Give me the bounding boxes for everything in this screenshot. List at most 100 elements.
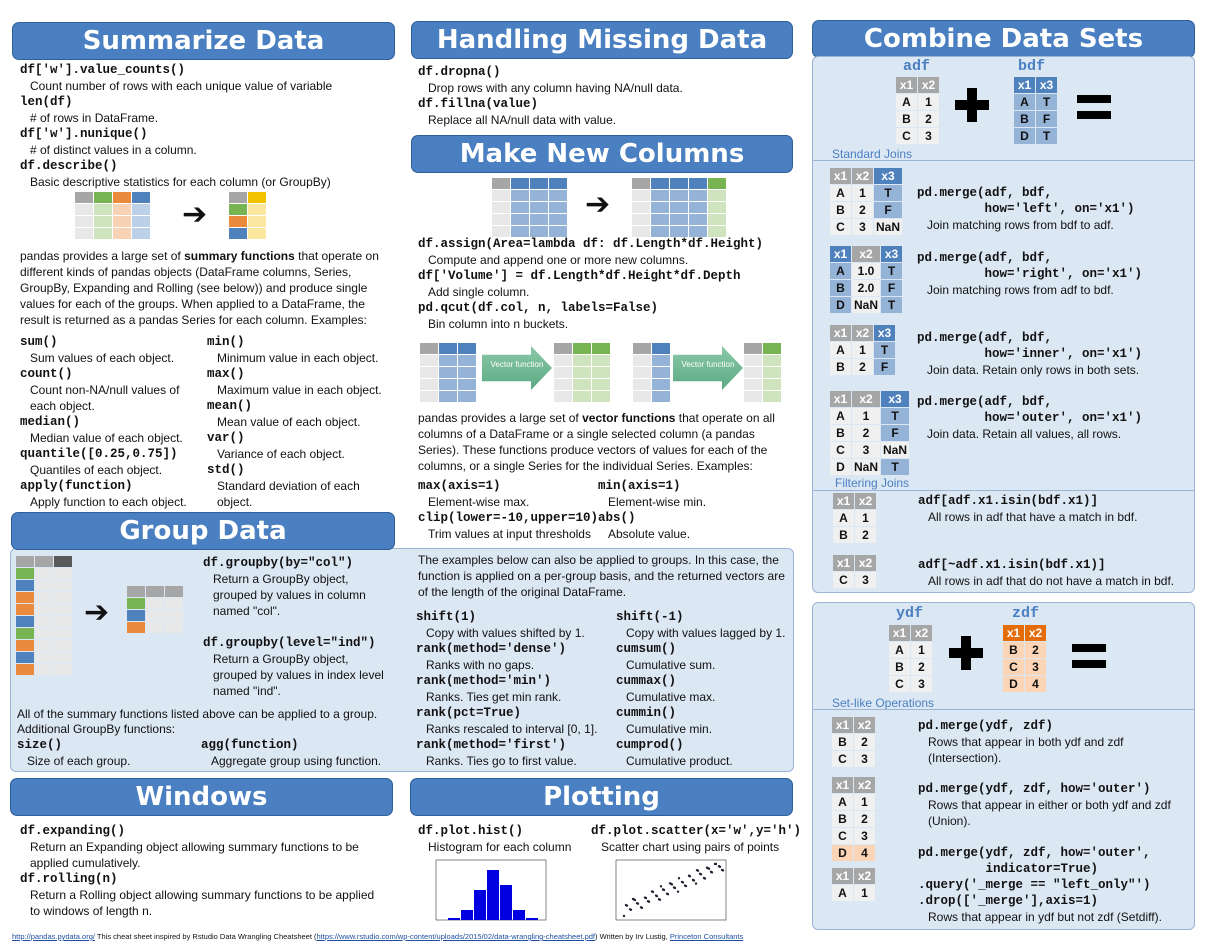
item-list: min() Minimum value in each object. max() M…: [207, 334, 392, 510]
description: Median value of each object.: [30, 431, 183, 445]
code-snippet: apply(function): [20, 479, 133, 493]
code-snippet: pd.merge(ydf, zdf): [918, 719, 1054, 733]
scatter-point: [713, 862, 717, 866]
code-snippet: std(): [207, 463, 245, 477]
histogram-bar: [448, 918, 460, 920]
vector-function-arrow: Vector function: [673, 346, 743, 390]
princeton-link[interactable]: Princeton Consultants: [669, 932, 744, 941]
equals-icon: [1072, 644, 1106, 668]
description: Join matching rows from bdf to adf.: [927, 218, 1114, 232]
description: Standard deviation of each object.: [217, 479, 360, 509]
dataframe-pictogram: [633, 343, 670, 402]
header-row: x1 x2: [832, 777, 875, 793]
item-list: df.expanding() Return an Expanding object…: [20, 823, 380, 919]
table-cell: B: [896, 111, 917, 127]
description: Trim values at input thresholds: [428, 527, 591, 541]
plus-icon: [949, 636, 983, 670]
list-item: rank(method='dense') Ranks with no gaps.: [416, 641, 616, 673]
table-name-bdf: bdf: [1018, 58, 1046, 75]
code-snippet: rank(method='first'): [416, 738, 567, 752]
table-cell: 3: [918, 128, 939, 144]
header-row: x1 x3: [1014, 77, 1057, 93]
table-cell: 3: [911, 676, 932, 692]
code-snippet: shift(1): [416, 610, 477, 624]
code-snippet: df.fillna(value): [418, 97, 539, 111]
code-snippet: df.dropna(): [418, 65, 501, 79]
item-list: min(axis=1) Element-wise min. abs() Absolut…: [598, 478, 788, 542]
table-cell: 2: [1025, 642, 1046, 658]
description: Cumulative product.: [626, 754, 733, 768]
note: Additional GroupBy functions:: [17, 722, 176, 736]
grouped-result-pictogram: [127, 586, 183, 633]
table-cell: T: [874, 342, 895, 358]
column-header: x2: [918, 77, 939, 93]
arrow-right-icon: ➔: [182, 198, 208, 231]
header-group-data: Group Data: [11, 512, 395, 550]
table-cell: 2: [855, 527, 876, 543]
text: that operate on different kinds of panda…: [20, 249, 379, 327]
list-item: pd.merge(ydf, zdf, how='outer') Rows that…: [918, 781, 1186, 829]
rstudio-link[interactable]: https://www.rstudio.com/wp-content/uploa…: [316, 932, 596, 941]
code-snippet: pd.merge(ydf, zdf, how='outer'): [918, 782, 1151, 796]
header-row: x1 x2 x3: [830, 391, 910, 407]
table-cell: B: [889, 659, 910, 675]
column-header: x1: [830, 325, 851, 341]
column-header: x2: [1025, 625, 1046, 641]
item-list: shift(-1) Copy with values lagged by 1. cu…: [616, 609, 791, 769]
table-cell: A: [832, 794, 853, 810]
table-cell: A: [896, 94, 917, 110]
plus-icon: [955, 88, 989, 122]
histogram-bar: [474, 890, 486, 920]
scatter-point: [650, 890, 654, 893]
column-header: x1: [830, 168, 851, 184]
scatter-point: [624, 903, 628, 907]
description: Bin column into n buckets.: [428, 317, 569, 331]
header-combine-data-sets: Combine Data Sets: [812, 20, 1195, 58]
pandas-link[interactable]: http://pandas.pydata.org/: [12, 932, 95, 941]
list-item: min() Minimum value in each object.: [207, 334, 392, 366]
table-cell: C: [1003, 659, 1024, 675]
section-label: Standard Joins: [832, 147, 913, 161]
scatter-point: [643, 896, 647, 899]
column-header: x1: [832, 868, 853, 884]
table-cell: T: [881, 263, 903, 279]
histogram-bar: [487, 870, 499, 920]
table-cell: NaN: [874, 219, 903, 235]
scatter-point: [622, 914, 626, 918]
header-row: x1 x2 x3: [830, 246, 903, 262]
code-snippet: pd.qcut(df.col, n, labels=False): [418, 301, 659, 315]
section-label: Filtering Joins: [835, 476, 910, 490]
table-cell: T: [881, 459, 910, 475]
code-snippet: df.expanding(): [20, 824, 126, 838]
description: Replace all NA/null data with value.: [428, 113, 617, 127]
dataframe-pictogram: [75, 192, 150, 239]
description: Aggregate group using function.: [211, 754, 382, 768]
code-snippet: clip(lower=-10,upper=10): [418, 511, 599, 525]
table-cell: B: [1014, 111, 1035, 127]
column-header: x3: [1036, 77, 1057, 93]
list-item: clip(lower=-10,upper=10) Trim values at i…: [418, 510, 603, 542]
list-item: cumprod() Cumulative product.: [616, 737, 791, 769]
table-cell: 2: [852, 202, 873, 218]
table-cell: 1: [855, 510, 876, 526]
table-cell: F: [881, 280, 903, 296]
column-header: x1: [830, 246, 851, 262]
table-ydf: x1 x2 A 1 B 2 C 3: [888, 624, 933, 693]
table-row: D NaN T: [830, 297, 903, 313]
scatter-point: [709, 870, 713, 874]
list-item: df['w'].nunique() # of distinct values in…: [20, 126, 400, 158]
text: pandas provides a large set of: [418, 411, 583, 425]
table-cell: A: [833, 510, 854, 526]
scatter-point: [672, 886, 676, 889]
result-pictogram: [554, 343, 610, 402]
table-cell: D: [830, 459, 851, 475]
